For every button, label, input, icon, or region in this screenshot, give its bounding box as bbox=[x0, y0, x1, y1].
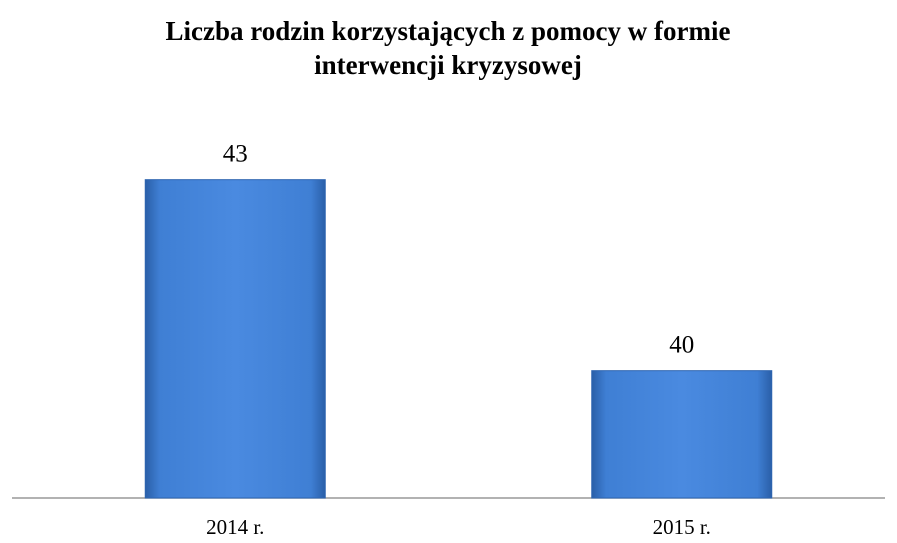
data-label: 43 bbox=[223, 140, 248, 167]
x-tick-label: 2015 r. bbox=[653, 515, 711, 539]
chart-title: Liczba rodzin korzystających z pomocy w … bbox=[165, 16, 731, 80]
bar bbox=[591, 370, 773, 499]
data-label: 40 bbox=[669, 331, 694, 358]
bar bbox=[144, 179, 326, 499]
x-tick-label: 2014 r. bbox=[206, 515, 264, 539]
